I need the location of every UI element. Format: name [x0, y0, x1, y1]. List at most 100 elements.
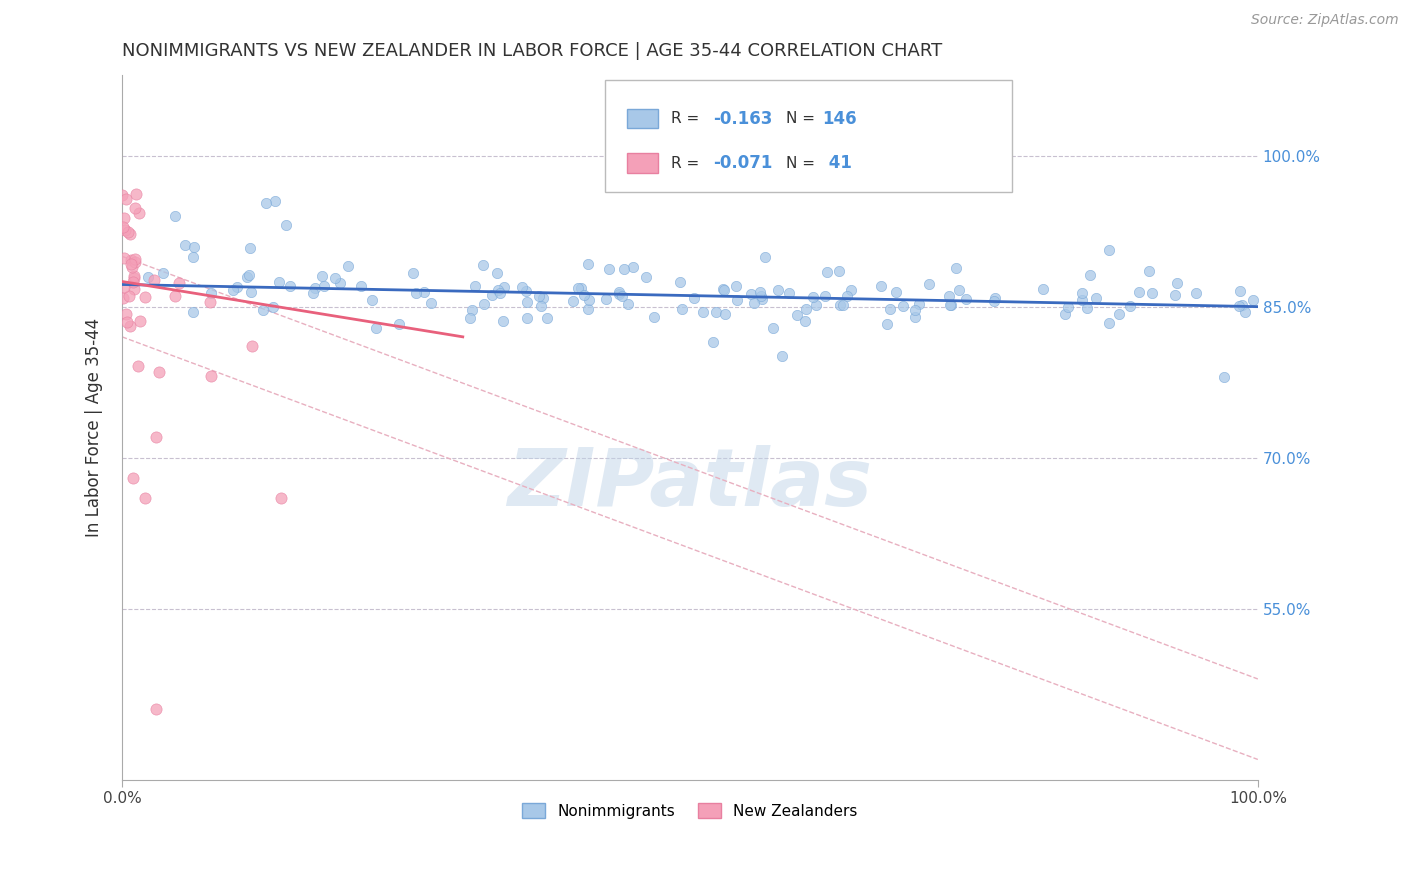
Point — [832, 298, 855, 312]
Point — [120, 253, 142, 268]
Point — [312, 279, 335, 293]
Point — [323, 271, 346, 285]
Point — [311, 268, 333, 283]
Point — [122, 471, 145, 485]
Point — [361, 293, 384, 307]
Point — [908, 297, 931, 311]
Point — [945, 261, 967, 276]
Point — [754, 250, 776, 264]
Point — [803, 290, 825, 304]
Point — [636, 269, 658, 284]
Point — [1230, 298, 1253, 312]
Point — [704, 305, 727, 319]
Point — [1229, 284, 1251, 298]
Point — [567, 281, 589, 295]
Point — [766, 283, 789, 297]
Legend: Nonimmigrants, New Zealanders: Nonimmigrants, New Zealanders — [516, 797, 863, 825]
Point — [1098, 316, 1121, 330]
Point — [122, 271, 145, 285]
Point — [621, 260, 644, 274]
Point — [200, 368, 222, 383]
Point — [163, 289, 186, 303]
Point — [1076, 301, 1098, 315]
Point — [472, 296, 495, 310]
Point — [127, 359, 149, 374]
Point — [683, 291, 706, 305]
Point — [1137, 264, 1160, 278]
Point — [918, 277, 941, 291]
Point — [145, 430, 167, 444]
Point — [984, 291, 1007, 305]
Point — [120, 257, 142, 271]
Point — [830, 298, 852, 312]
Point — [569, 280, 592, 294]
Point — [879, 302, 901, 317]
Text: -0.163: -0.163 — [713, 110, 772, 128]
Point — [420, 296, 443, 310]
Point — [572, 288, 595, 302]
Point — [1184, 286, 1206, 301]
Point — [613, 262, 636, 277]
Point — [1070, 285, 1092, 300]
Point — [226, 280, 249, 294]
Point — [276, 219, 298, 233]
Point — [794, 313, 817, 327]
Point — [713, 283, 735, 297]
Point — [828, 264, 851, 278]
Point — [124, 255, 146, 269]
Point — [616, 297, 638, 311]
Point — [1128, 285, 1150, 299]
Point — [134, 290, 156, 304]
Point — [111, 220, 134, 235]
Point — [238, 241, 260, 255]
Point — [1032, 282, 1054, 296]
Point — [115, 315, 138, 329]
Point — [983, 294, 1005, 309]
Point — [111, 188, 134, 202]
Point — [115, 192, 138, 206]
Point — [183, 240, 205, 254]
Point — [405, 285, 427, 300]
Point — [1241, 293, 1264, 307]
Point — [804, 298, 827, 312]
Point — [749, 289, 772, 303]
Point — [607, 286, 630, 301]
Point — [181, 250, 204, 264]
Point — [536, 311, 558, 326]
Text: N =: N = — [786, 156, 820, 170]
Point — [143, 273, 166, 287]
Point — [643, 310, 665, 324]
Point — [240, 338, 263, 352]
Point — [835, 288, 858, 302]
Point — [488, 286, 510, 301]
Point — [136, 270, 159, 285]
Point — [264, 194, 287, 208]
Point — [280, 278, 302, 293]
Point — [174, 238, 197, 252]
Point — [770, 349, 793, 363]
Point — [134, 491, 156, 505]
Point — [200, 285, 222, 300]
Point — [402, 266, 425, 280]
Point — [748, 285, 770, 299]
Point — [578, 293, 600, 308]
Point — [336, 259, 359, 273]
Point — [112, 251, 135, 265]
Point — [125, 186, 148, 201]
Point — [778, 285, 800, 300]
Point — [595, 292, 617, 306]
Point — [598, 261, 620, 276]
Point — [304, 281, 326, 295]
Point — [302, 285, 325, 300]
Point — [904, 310, 927, 324]
Point — [120, 318, 142, 333]
Point — [112, 211, 135, 225]
Point — [118, 289, 141, 303]
Point — [494, 280, 516, 294]
Point — [576, 257, 599, 271]
Point — [222, 283, 245, 297]
Point — [117, 225, 139, 239]
Point — [939, 298, 962, 312]
Point — [876, 318, 898, 332]
Point — [169, 277, 191, 291]
